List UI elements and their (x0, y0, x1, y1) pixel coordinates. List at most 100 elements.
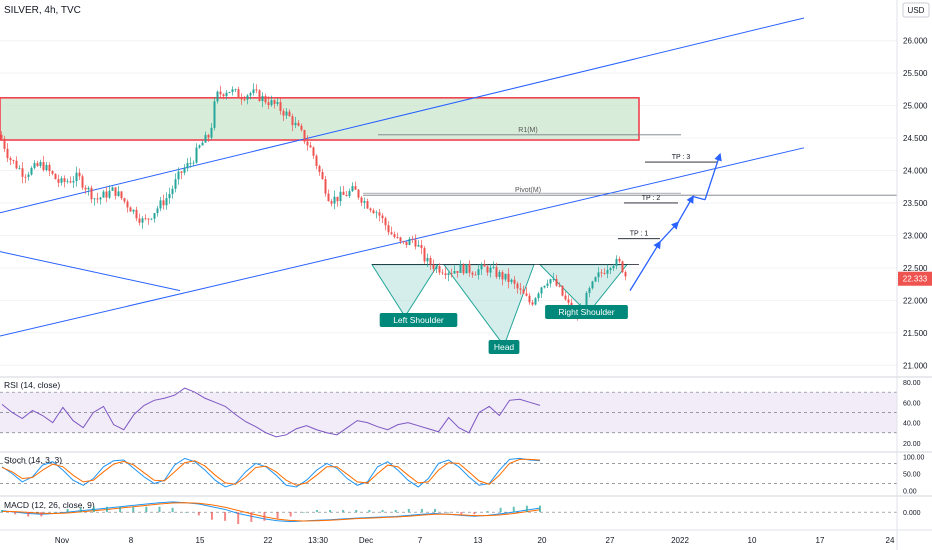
candle-body (483, 264, 486, 267)
candle (402, 240, 405, 245)
candle (177, 167, 180, 185)
currency-badge[interactable]: USD (902, 2, 930, 18)
candle-body (480, 264, 483, 270)
candle-body (375, 212, 378, 214)
pane-separators (0, 376, 932, 497)
candle (606, 264, 609, 279)
candle-body (135, 209, 138, 219)
macd-histogram-bar (1, 509, 3, 513)
candle-body (594, 277, 597, 282)
candle (72, 176, 75, 189)
candle-body (507, 273, 510, 282)
candle-body (552, 278, 555, 280)
candle-body (174, 179, 177, 189)
candle (372, 208, 375, 214)
candle (60, 176, 63, 186)
time-tick: 24 (886, 536, 895, 545)
candle-body (222, 94, 225, 97)
candle (123, 197, 126, 204)
projected-path[interactable] (629, 152, 722, 291)
time-tick: 13:30 (308, 536, 329, 545)
macd-histogram-bar (539, 505, 541, 513)
candle-body (516, 283, 519, 289)
candlestick-series (0, 83, 627, 321)
supply-zone[interactable] (0, 97, 640, 141)
candle (303, 129, 306, 144)
macd-histogram-bar (434, 508, 437, 513)
candle (483, 259, 486, 267)
rsi-band (0, 392, 897, 433)
candle-body (459, 264, 462, 273)
candle (492, 261, 495, 270)
candle-body (18, 168, 21, 170)
candle-body (144, 218, 147, 220)
projection-segment (677, 195, 694, 223)
trend-channel[interactable] (0, 17, 805, 337)
candle (183, 164, 186, 176)
candle-body (402, 241, 405, 242)
candle-body (153, 213, 156, 219)
candle-body (456, 270, 459, 273)
candle (168, 187, 171, 204)
candle (9, 156, 12, 166)
candle (306, 135, 309, 151)
projection-segment (704, 152, 722, 200)
macd-histogram-bar (499, 507, 502, 513)
candle-body (306, 141, 309, 146)
time-tick: Dec (359, 536, 373, 545)
projection-segment (692, 195, 706, 201)
rsi-pane[interactable]: RSI (14, close) (0, 380, 897, 438)
candle-body (3, 138, 6, 149)
candle-body (267, 102, 270, 106)
candle-body (162, 200, 165, 206)
candle (600, 268, 603, 278)
level-label: R1(M) (518, 127, 537, 134)
candle (180, 171, 183, 180)
candle-body (57, 179, 60, 183)
time-axis[interactable]: Nov 8 15 22 13:30 Dec 7 13 20 27 2022 10 17 24 (0, 529, 932, 545)
macd-histogram-bar (197, 512, 200, 516)
candle (348, 188, 351, 198)
candle (198, 144, 201, 149)
candle (546, 279, 549, 288)
candle (465, 263, 468, 274)
right-shoulder-label-bg (545, 305, 628, 319)
stoch-pane[interactable]: Stoch (14, 3, 3) (0, 455, 897, 488)
candle-body (270, 100, 273, 106)
macd-histogram-bar (394, 509, 397, 513)
macd-pane[interactable]: MACD (12, 26, close, 9) (0, 500, 897, 525)
projection-segment (629, 240, 661, 291)
candle-body (612, 265, 615, 269)
candle (432, 259, 435, 273)
candle-body (159, 200, 162, 209)
candle-body (111, 187, 114, 191)
candle (129, 206, 132, 212)
candle-body (36, 163, 39, 166)
candle-body (528, 295, 531, 303)
candle-body (393, 234, 396, 238)
candle (30, 166, 33, 176)
candle-body (387, 225, 390, 233)
candle-body (24, 176, 27, 178)
candle-body (366, 201, 369, 209)
candle (141, 216, 144, 229)
candle (54, 173, 57, 180)
candle-body (189, 162, 192, 164)
price-pane[interactable]: R1(M) Pivot(M) TP : 1 TP : 2 TP : 3 Left Sh… (0, 5, 897, 366)
candle (63, 175, 66, 188)
candle (102, 189, 105, 198)
candle-body (555, 278, 558, 286)
candle-body (255, 89, 258, 91)
price-tick: 21.500 (903, 329, 928, 338)
candle (513, 276, 516, 289)
candle (186, 157, 189, 172)
head-shoulders-pattern[interactable] (371, 264, 639, 347)
candle (540, 286, 543, 298)
candle-body (471, 272, 474, 275)
price-scale[interactable]: 21.000 21.500 22.000 22.500 23.000 23.500 24.0… (896, 0, 932, 550)
candle-body (177, 171, 180, 180)
candle (282, 108, 285, 121)
candle (309, 141, 312, 148)
candle-body (183, 168, 186, 173)
